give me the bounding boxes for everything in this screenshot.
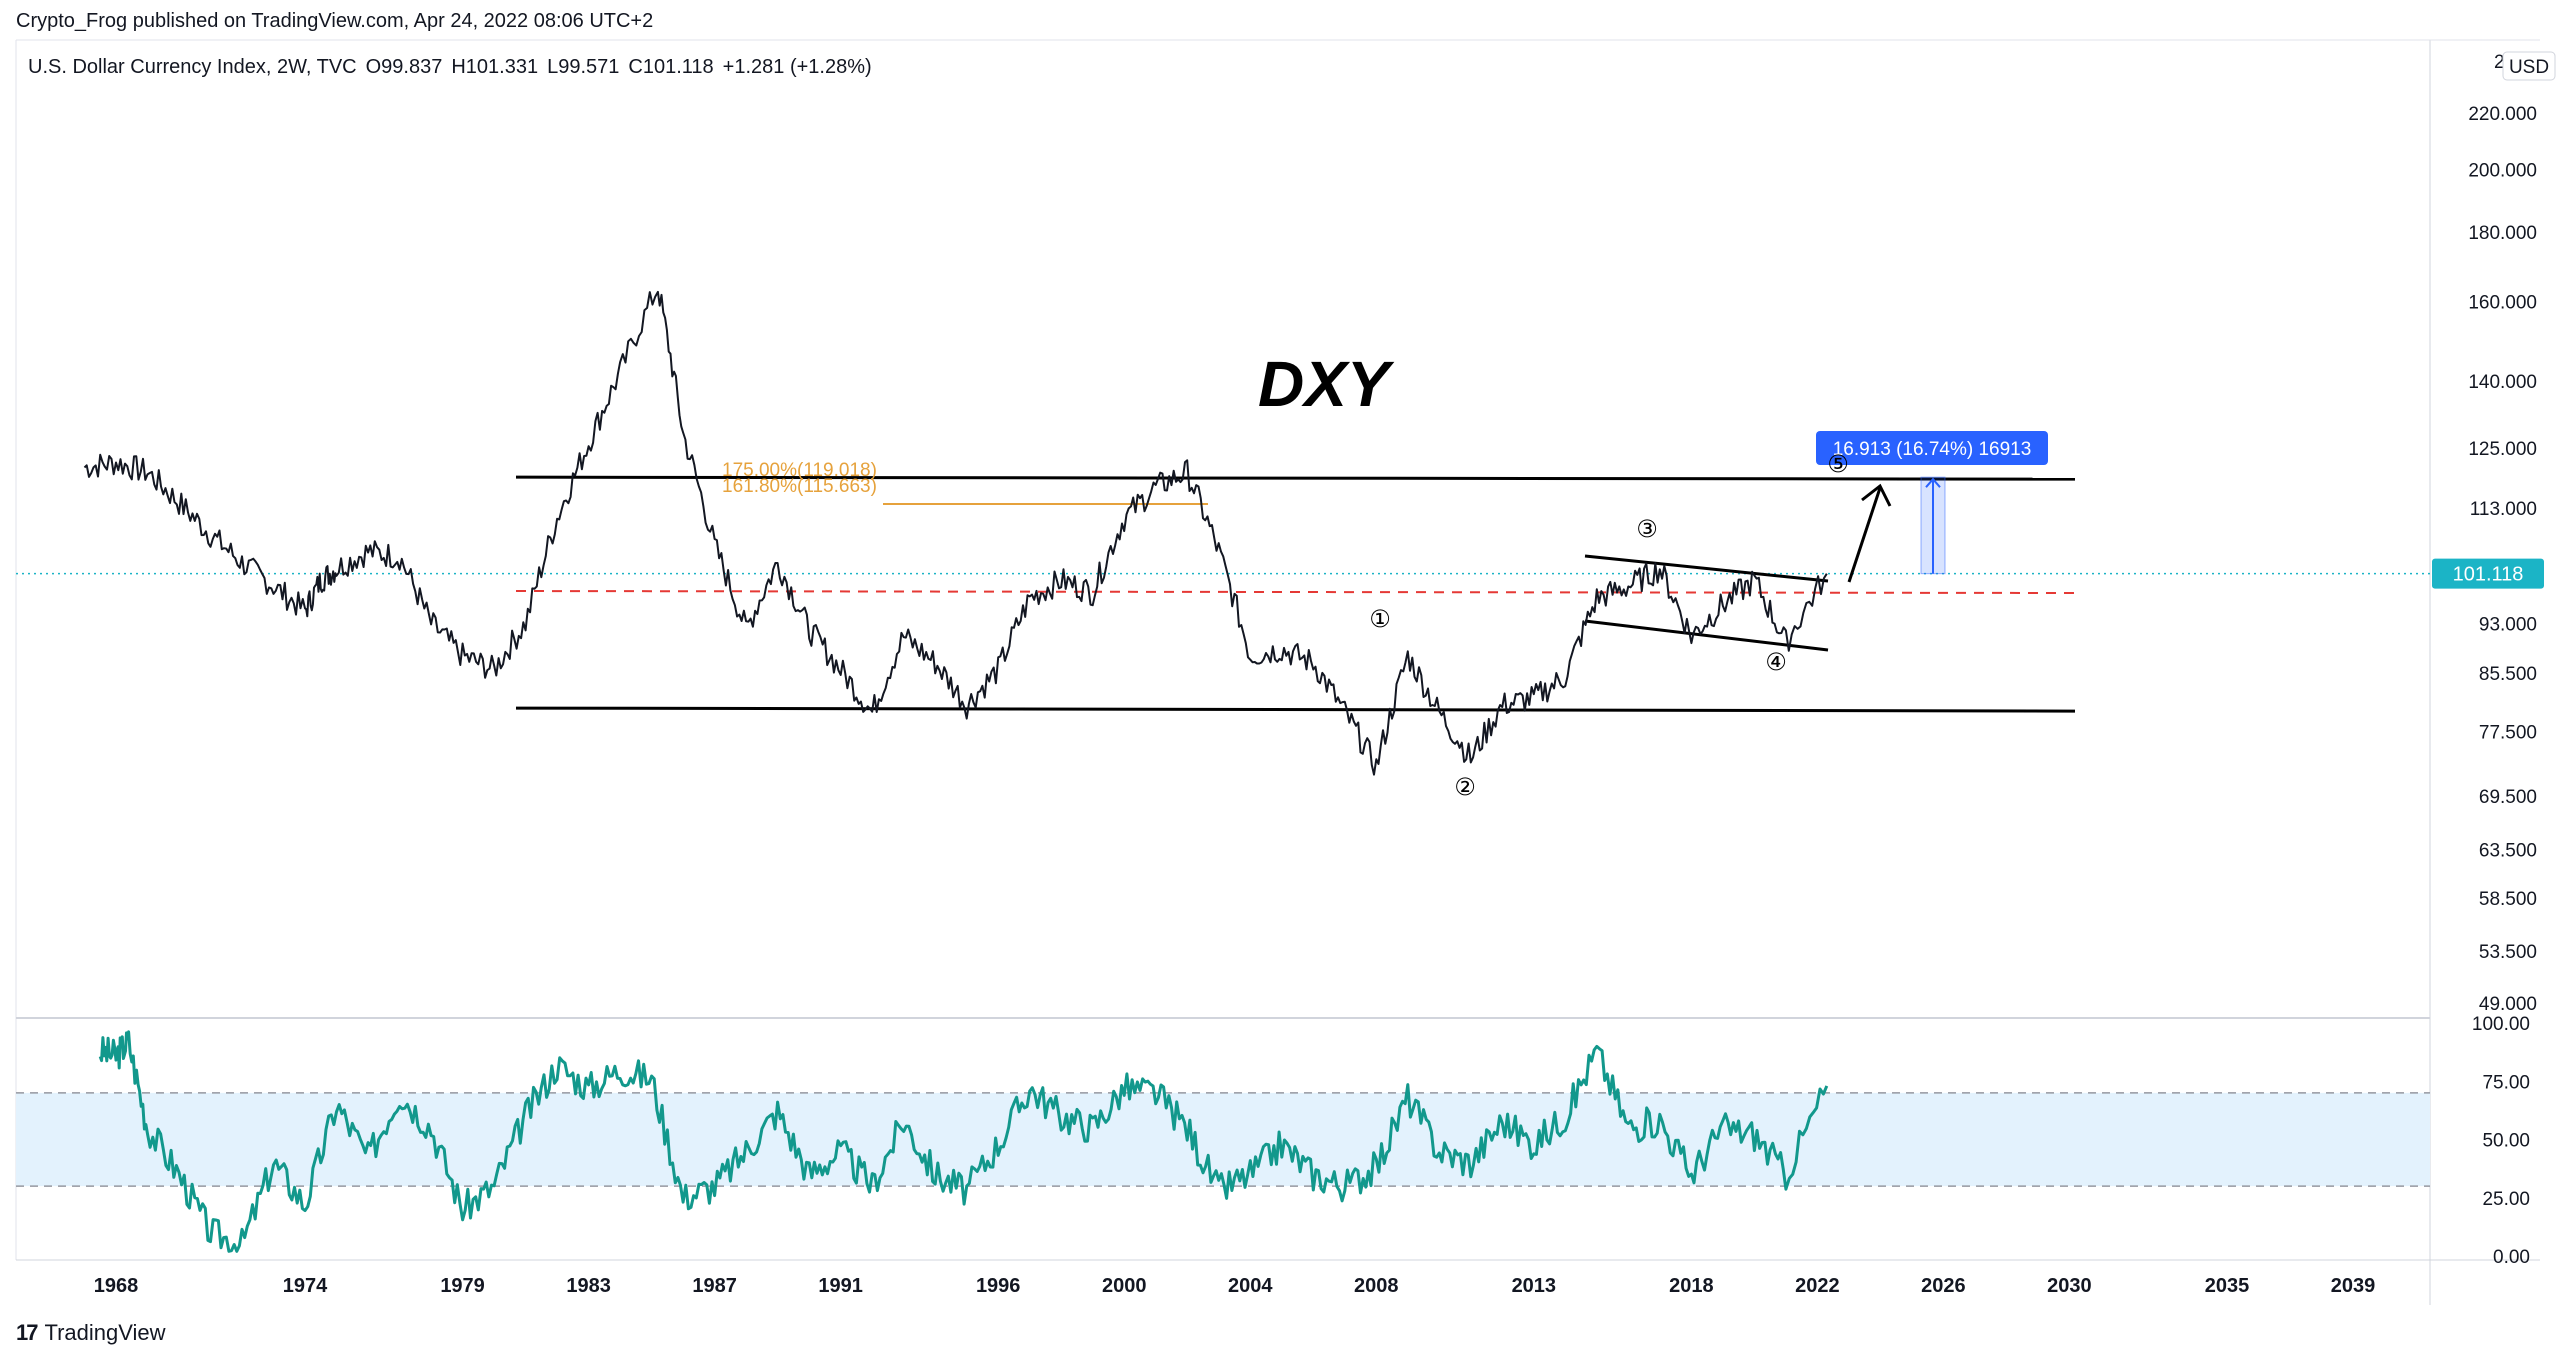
measure-label-bg bbox=[1816, 431, 2048, 465]
chart-title: DXY bbox=[1258, 348, 1395, 420]
currency-button-label: USD bbox=[2509, 57, 2549, 78]
projection-arrow-line[interactable] bbox=[1847, 487, 1882, 583]
y-tick-label: 140.000 bbox=[2468, 372, 2537, 393]
wave-label-5: ⑤ bbox=[1827, 451, 1849, 478]
y-tick-label: 85.500 bbox=[2479, 664, 2537, 685]
last-price-label: 101.118 bbox=[2453, 564, 2524, 586]
rsi-series-line bbox=[98, 1030, 1829, 1253]
currency-button[interactable]: USD bbox=[2502, 51, 2556, 81]
x-tick-label: 2018 bbox=[1669, 1275, 1714, 1297]
dashed-red-level[interactable] bbox=[515, 590, 2076, 595]
channel-upper-line[interactable] bbox=[1584, 554, 1829, 583]
x-tick-label: 2030 bbox=[2047, 1275, 2092, 1297]
x-tick-label: 2035 bbox=[2205, 1275, 2250, 1297]
y-tick-label: 200.000 bbox=[2468, 160, 2537, 181]
tradingview-logo-icon: 17 bbox=[16, 1320, 39, 1345]
published-info: Crypto_Frog published on TradingView.com… bbox=[16, 10, 654, 32]
legend-symbol[interactable]: U.S. Dollar Currency Index, 2W, TVC bbox=[28, 56, 357, 78]
rsi-tick-label: 75.00 bbox=[2482, 1072, 2530, 1093]
x-tick-label: 2013 bbox=[1512, 1275, 1557, 1297]
y-tick-label: 180.000 bbox=[2468, 223, 2537, 244]
y-tick-label: 220.000 bbox=[2468, 104, 2537, 125]
x-tick-label: 2026 bbox=[1921, 1275, 1966, 1297]
legend-close: C101.118 bbox=[628, 56, 714, 78]
x-tick-label: 1968 bbox=[94, 1275, 139, 1297]
x-tick-label: 1996 bbox=[976, 1275, 1021, 1297]
y-tick-label: 53.500 bbox=[2479, 942, 2537, 963]
measure-arrow-head bbox=[1925, 477, 1941, 488]
wave-label-4: ④ bbox=[1765, 649, 1787, 676]
wave-label-3: ③ bbox=[1636, 516, 1658, 543]
legend-open: O99.837 bbox=[365, 56, 443, 78]
y-tick-partial: 2 bbox=[2494, 52, 2505, 73]
wave-label-1: ① bbox=[1369, 606, 1391, 633]
x-tick-label: 1974 bbox=[283, 1275, 328, 1297]
x-tick-label: 1983 bbox=[566, 1275, 611, 1297]
y-tick-label: 77.500 bbox=[2479, 722, 2537, 743]
x-tick-label: 1991 bbox=[818, 1275, 863, 1297]
wave-label-2: ② bbox=[1454, 774, 1476, 801]
x-tick-label: 2008 bbox=[1354, 1275, 1399, 1297]
legend-high: H101.331 bbox=[451, 56, 539, 78]
rsi-tick-label: 50.00 bbox=[2482, 1131, 2530, 1152]
x-tick-label: 2004 bbox=[1228, 1275, 1273, 1297]
symbol-legend: U.S. Dollar Currency Index, 2W, TVC O99.8… bbox=[28, 56, 881, 79]
y-tick-label: 69.500 bbox=[2479, 787, 2537, 808]
y-tick-label: 93.000 bbox=[2479, 614, 2537, 635]
x-tick-label: 1987 bbox=[692, 1275, 737, 1297]
legend-low: L99.571 bbox=[547, 56, 620, 78]
range-line-bottom[interactable] bbox=[515, 706, 2076, 713]
fib-level-label: 161.80%(115.663) bbox=[722, 476, 877, 497]
tradingview-logo[interactable]: 17 TradingView bbox=[16, 1320, 166, 1346]
y-tick-label: 113.000 bbox=[2470, 499, 2537, 520]
tradingview-brand: TradingView bbox=[44, 1320, 166, 1345]
rsi-tick-label: 100.00 bbox=[2472, 1014, 2530, 1035]
y-tick-label: 125.000 bbox=[2468, 439, 2537, 460]
y-tick-label: 63.500 bbox=[2479, 840, 2537, 861]
range-line-top[interactable] bbox=[515, 475, 2076, 481]
x-tick-label: 2039 bbox=[2331, 1275, 2376, 1297]
legend-change: +1.281 (+1.28%) bbox=[722, 56, 872, 78]
x-tick-label: 2022 bbox=[1795, 1275, 1840, 1297]
rsi-tick-label: 25.00 bbox=[2482, 1189, 2530, 1210]
measure-label: 16.913 (16.74%) 16913 bbox=[1833, 439, 2032, 460]
projection-arrow-head bbox=[1861, 483, 1892, 507]
y-tick-label: 49.000 bbox=[2479, 994, 2537, 1015]
y-tick-label: 58.500 bbox=[2479, 889, 2537, 910]
x-tick-label: 2000 bbox=[1102, 1275, 1147, 1297]
price-series-line bbox=[83, 290, 1828, 776]
y-tick-label: 160.000 bbox=[2468, 293, 2537, 314]
x-tick-label: 1979 bbox=[440, 1275, 485, 1297]
last-price-tag: 101.118 bbox=[2432, 558, 2544, 589]
rsi-band bbox=[16, 1092, 2430, 1187]
fib-level-label: 175.00%(119.018) bbox=[722, 460, 877, 481]
rsi-tick-label: 0.00 bbox=[2493, 1247, 2530, 1268]
